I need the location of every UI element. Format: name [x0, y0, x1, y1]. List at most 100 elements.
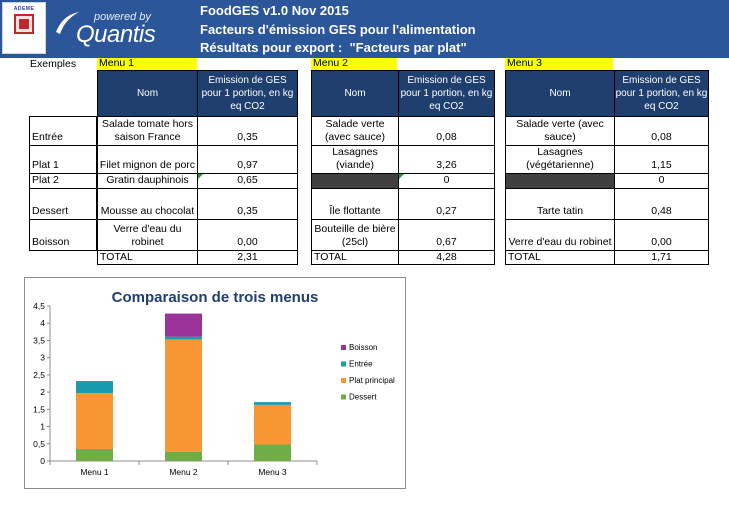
bar-plat-principal-menu-3	[254, 404, 291, 445]
legend-label: Boisson	[349, 343, 377, 352]
x-tick-label: Menu 2	[169, 467, 198, 477]
menu3-plat1-value: 1,15	[614, 145, 709, 174]
menu1-entree-value: 0,35	[197, 116, 298, 146]
menu2-boisson-value: 0,67	[398, 219, 495, 251]
row-label-plat2: Plat 2	[29, 173, 97, 189]
menu2-entree-name: Salade verte (avec sauce)	[311, 116, 399, 146]
cell-comment-marker-icon	[198, 174, 203, 179]
menu1-total-label: TOTAL	[97, 250, 198, 265]
menu2-plat1-value: 3,26	[398, 145, 495, 174]
menu3-plat1-name: Lasagnes (végétarienne)	[505, 145, 615, 174]
menu1-plat2-value: 0,65	[197, 173, 298, 189]
menu3-entree-value: 0,08	[614, 116, 709, 146]
menu3-plat2-name	[505, 173, 615, 189]
stacked-bar-chart: 0 0,5 1 1,5 2 2,5 3 3,5 4 4,5 Menu 1 Menu 2 Menu 3 Bo…	[33, 301, 395, 477]
y-tick-label: 0	[40, 456, 45, 466]
row-label-boisson: Boisson	[29, 219, 97, 251]
y-tick-label: 0,5	[33, 439, 45, 449]
ademe-logo-fine-print	[5, 38, 43, 52]
y-tick-label: 1,5	[33, 404, 45, 414]
legend-label: Plat principal	[349, 376, 395, 385]
menu3-entree-name: Salade verte (avec sauce)	[505, 116, 615, 146]
menu1-total-value: 2,31	[197, 250, 298, 265]
menu1-boisson-name: Verre d'eau du robinet	[97, 219, 198, 251]
bar-boisson-menu-2	[165, 313, 202, 337]
x-tick-label: Menu 3	[258, 467, 287, 477]
menu2-entree-value: 0,08	[398, 116, 495, 146]
menu1-dessert-value: 0,35	[197, 188, 298, 220]
menu2-plat2-value: 0	[398, 173, 495, 189]
y-tick-label: 3,5	[33, 335, 45, 345]
x-tick-label: Menu 1	[80, 467, 109, 477]
menu1-header-emission: Emission de GES pour 1 portion, en kg eq…	[197, 70, 298, 117]
bar-dessert-menu-2	[165, 451, 202, 461]
examples-label: Exemples	[30, 58, 77, 70]
ademe-logo: ADEME	[2, 2, 46, 54]
legend-swatch	[341, 378, 346, 383]
legend-swatch	[341, 361, 346, 367]
menu2-total-label: TOTAL	[311, 250, 399, 265]
menu2-boisson-name: Bouteille de bière (25cl)	[311, 219, 399, 251]
bar-dessert-menu-1	[76, 448, 113, 461]
menu2-header-nom: Nom	[311, 70, 399, 117]
y-tick-label: 1	[40, 422, 45, 432]
menu2-title: Menu 2	[311, 58, 397, 70]
cell-comment-marker-icon	[399, 174, 404, 179]
row-label-dessert: Dessert	[29, 188, 97, 220]
legend-label: Dessert	[349, 393, 377, 402]
menu3-boisson-name: Verre d'eau du robinet	[505, 219, 615, 251]
ademe-mark-icon	[14, 14, 34, 34]
y-tick-label: 2	[40, 387, 45, 397]
menu1-title: Menu 1	[97, 58, 197, 70]
quantis-logo: powered by Quantis	[54, 4, 194, 54]
menu3-title: Menu 3	[505, 58, 613, 70]
menu1-header-nom: Nom	[97, 70, 198, 117]
menu2-dessert-name: Île flottante	[311, 188, 399, 220]
menu1-plat1-name: Filet mignon de porc	[97, 145, 198, 174]
y-tick-label: 4,5	[33, 301, 45, 311]
menu2-dessert-value: 0,27	[398, 188, 495, 220]
bar-entr-e-menu-2	[165, 336, 202, 340]
menu1-boisson-value: 0,00	[197, 219, 298, 251]
menu1-plat1-value: 0,97	[197, 145, 298, 174]
menu3-header-emission: Emission de GES pour 1 portion, en kg eq…	[614, 70, 709, 117]
menu3-boisson-value: 0,00	[614, 219, 709, 251]
menu1-plat2-name: Gratin dauphinois	[97, 173, 198, 189]
menu3-dessert-value: 0,48	[614, 188, 709, 220]
chart-title: Comparaison de trois menus	[111, 289, 319, 306]
row-label-entree: Entrée	[29, 116, 97, 146]
y-tick-label: 3	[40, 353, 45, 363]
ademe-logo-word: ADEME	[13, 6, 35, 12]
bar-entr-e-menu-1	[76, 381, 113, 394]
menu3-dessert-name: Tarte tatin	[505, 188, 615, 220]
bar-entr-e-menu-3	[254, 402, 291, 405]
menu2-header-emission: Emission de GES pour 1 portion, en kg eq…	[398, 70, 495, 117]
y-tick-label: 4	[40, 318, 45, 328]
row-label-plat1: Plat 1	[29, 145, 97, 174]
header-title-line1: FoodGES v1.0 Nov 2015	[200, 3, 349, 18]
chart-container[interactable]: Comparaison de trois menus 0 0,5 1 1,5 2 2,5 3…	[24, 277, 406, 489]
menu1-dessert-name: Mousse au chocolat	[97, 188, 198, 220]
menu3-header-nom: Nom	[505, 70, 615, 117]
menu3-total-value: 1,71	[614, 250, 709, 265]
menu2-total-value: 4,28	[398, 250, 495, 265]
menu3-plat2-value: 0	[614, 173, 709, 189]
bar-dessert-menu-3	[254, 444, 291, 461]
legend-swatch	[341, 345, 346, 350]
header-title-line3: Résultats pour export : "Facteurs par pl…	[200, 40, 467, 55]
header-title-line2: Facteurs d'émission GES pour l'alimentat…	[200, 22, 476, 37]
legend-swatch	[341, 394, 346, 400]
y-tick-label: 2,5	[33, 370, 45, 380]
menu1-entree-name: Salade tomate hors saison France	[97, 116, 198, 146]
header-banner: ADEME powered by Quantis FoodGES v1.0 No…	[0, 0, 729, 58]
bar-plat-principal-menu-1	[76, 393, 113, 449]
quantis-name: Quantis	[76, 21, 156, 48]
legend-label: Entrée	[349, 360, 373, 369]
menu3-total-label: TOTAL	[505, 250, 615, 265]
quantis-powered-by: powered by	[94, 11, 151, 23]
bar-plat-principal-menu-2	[165, 339, 202, 452]
menu2-plat2-name	[311, 173, 399, 189]
menu2-plat1-name: Lasagnes (viande)	[311, 145, 399, 174]
quantis-swoosh-icon	[56, 12, 79, 34]
